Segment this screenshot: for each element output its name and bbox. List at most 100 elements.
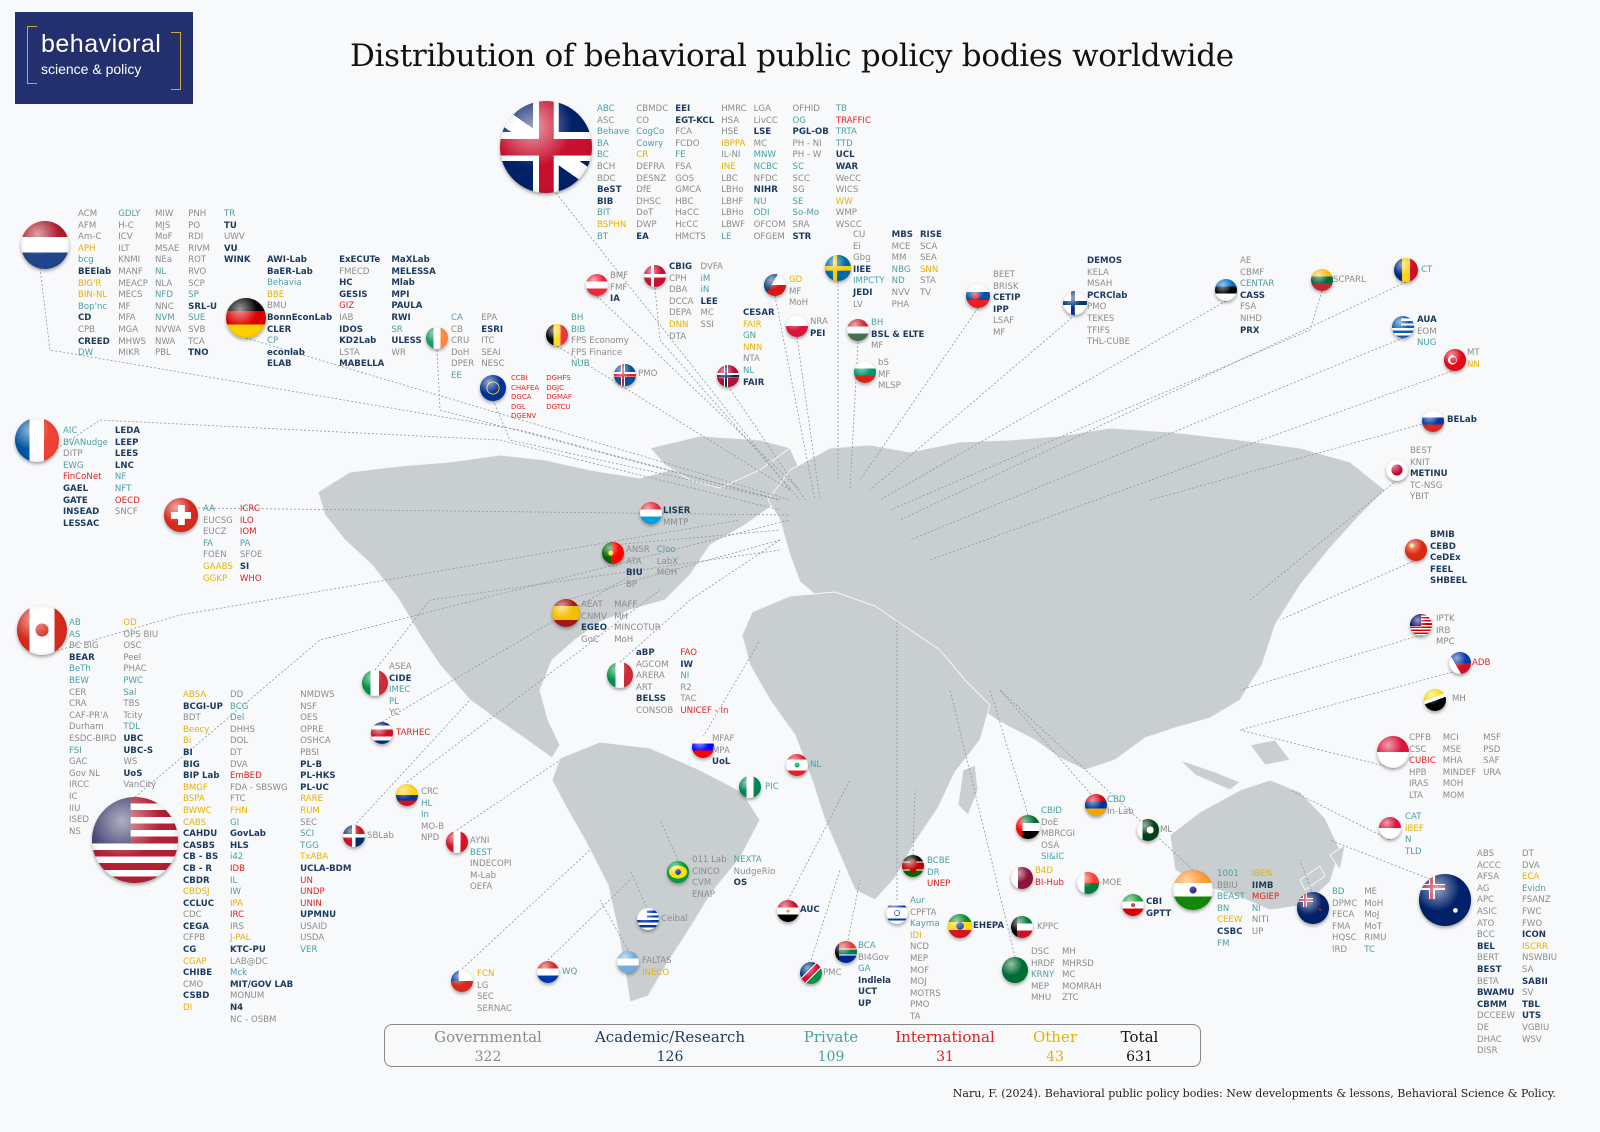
policy-body-label: CDC bbox=[183, 910, 202, 921]
policy-body-label: ADB bbox=[1472, 658, 1491, 668]
policy-body-label: IPA bbox=[229, 898, 243, 909]
policy-body-label: ELAB bbox=[267, 359, 292, 370]
policy-body-label: Kayma bbox=[910, 919, 940, 930]
policy-body-label: EWG bbox=[63, 460, 84, 471]
policy-body-label: PMO bbox=[910, 1000, 930, 1011]
policy-body-label: FALTAS bbox=[642, 956, 672, 966]
policy-body-label: AA bbox=[203, 504, 215, 514]
bodies-list-ca: AB AS BC BIG BEAR BeTh BEW CER CRA CAF-PR'A Durha… bbox=[69, 618, 158, 838]
policy-body-label: NNN bbox=[743, 342, 763, 353]
bodies-list-ir: CBI GPTT bbox=[1146, 897, 1171, 920]
policy-body-label: NCD bbox=[910, 942, 930, 953]
policy-body-label: WMP bbox=[835, 208, 857, 219]
policy-body-label: PL-HKS bbox=[300, 771, 336, 782]
flag-cn-icon bbox=[1405, 539, 1427, 561]
policy-body-label: MIKR bbox=[118, 348, 140, 359]
policy-body-label: ART bbox=[636, 682, 653, 693]
policy-body-label: DCCA bbox=[669, 296, 694, 307]
policy-body-label: BSPA bbox=[183, 794, 205, 805]
policy-body-label: GoC bbox=[581, 634, 599, 645]
policy-body-label: MOH bbox=[656, 568, 678, 579]
policy-body-label: iN bbox=[700, 285, 710, 296]
policy-body-label: R2 bbox=[680, 682, 692, 693]
policy-body-label: GMCA bbox=[675, 185, 702, 196]
flag-pl-icon bbox=[786, 315, 808, 337]
page-title: Distribution of behavioral public policy… bbox=[350, 38, 1234, 74]
policy-body-label: SRA bbox=[792, 219, 810, 230]
policy-body-label: ML bbox=[1160, 825, 1173, 835]
bodies-list-de: AWI-Lab BaER-Lab Behavia BBE BMU BonnEconLab C… bbox=[267, 255, 436, 371]
policy-body-label: BeST bbox=[597, 185, 622, 196]
policy-body-label: NMDWS bbox=[300, 690, 335, 700]
policy-body-label: FMF bbox=[610, 282, 628, 293]
policy-body-label: MOMRAH bbox=[1062, 981, 1102, 992]
policy-body-label: LTA bbox=[1409, 790, 1424, 801]
bodies-list-tr: MT NN bbox=[1467, 348, 1480, 371]
policy-body-label: IRB bbox=[1436, 625, 1451, 636]
policy-body-label: BIP Lab bbox=[183, 771, 220, 782]
bodies-list-lu: LISER MMTP bbox=[663, 506, 690, 529]
policy-body-label: PAULA bbox=[391, 301, 423, 312]
logo-line-1: behavioral bbox=[41, 30, 162, 58]
policy-body-label: MF bbox=[871, 341, 884, 352]
policy-body-label: CFPB bbox=[183, 933, 206, 944]
policy-body-label: LNC bbox=[114, 460, 134, 471]
policy-body-label: UTS bbox=[1521, 1011, 1542, 1022]
policy-body-label: Indlela bbox=[858, 975, 891, 986]
policy-body-label: MSAH bbox=[1087, 279, 1113, 290]
bodies-list-in: 1001 BBIU BEAST BN CEEW CSBC FM IBEN IIMB MGIEP NI… bbox=[1217, 869, 1279, 950]
policy-body-label: SERNAC bbox=[477, 1003, 513, 1014]
bodies-list-ie: CA CB CRU DoH DPER EE EPA ESRI ITC SEAI NESC bbox=[451, 313, 505, 383]
policy-body-label: MHA bbox=[1442, 756, 1463, 767]
bodies-list-my: IPTK IRB MPC bbox=[1436, 614, 1455, 649]
policy-body-label: UNDP bbox=[300, 887, 325, 898]
policy-body-label: MPI bbox=[391, 289, 410, 300]
policy-body-label: SBLab bbox=[367, 831, 394, 841]
policy-body-label: NIHD bbox=[1240, 313, 1263, 324]
policy-body-label: SA bbox=[1521, 964, 1534, 975]
policy-body-label: NS bbox=[69, 826, 81, 837]
policy-body-label: LEE bbox=[700, 296, 718, 307]
policy-body-label: CU bbox=[853, 230, 866, 240]
policy-body-label: YBIT bbox=[1410, 492, 1429, 503]
policy-body-label: In bbox=[421, 810, 429, 821]
policy-body-label: CASS bbox=[1240, 290, 1265, 301]
policy-body-label: OEFA bbox=[470, 882, 493, 893]
flag-it-icon bbox=[607, 662, 633, 688]
policy-body-label: MSF bbox=[1483, 733, 1501, 743]
policy-body-label: BH bbox=[571, 313, 584, 323]
policy-body-label: IC bbox=[69, 791, 78, 802]
policy-body-label: UBC bbox=[123, 733, 144, 744]
bodies-list-kw: KPPC bbox=[1037, 922, 1059, 934]
policy-body-label: PL-B bbox=[300, 759, 323, 770]
policy-body-label: GDLY bbox=[118, 209, 141, 219]
policy-body-label: OSHCA bbox=[300, 736, 331, 747]
policy-body-label: AGCOM bbox=[636, 659, 669, 670]
policy-body-label: BeTh bbox=[69, 664, 91, 675]
bodies-list-ar: FALTAS INECO bbox=[642, 956, 672, 979]
policy-body-label: CPFTA bbox=[910, 907, 937, 918]
policy-body-label: MH bbox=[1062, 947, 1076, 957]
flag-bn-icon bbox=[1424, 689, 1446, 711]
policy-body-label: NU bbox=[753, 196, 767, 207]
policy-body-label: BIT bbox=[597, 208, 611, 219]
bodies-list-hu: BH BSL & ELTE MF bbox=[871, 318, 924, 353]
policy-body-label: PH - W bbox=[792, 150, 822, 161]
policy-body-label: LBHo bbox=[721, 185, 744, 196]
policy-body-label: MJS bbox=[154, 220, 171, 231]
flag-ae-icon bbox=[1016, 815, 1040, 839]
policy-body-label: SAF bbox=[1483, 756, 1500, 767]
policy-body-label: NWA bbox=[154, 336, 176, 347]
policy-body-label: DOL bbox=[229, 736, 249, 747]
legend: Governmental 322 Academic/Research 126 Pri… bbox=[384, 1024, 1201, 1067]
flag-jp-icon bbox=[1386, 459, 1408, 481]
policy-body-label: CBMM bbox=[1477, 999, 1507, 1010]
policy-body-label: LBC bbox=[721, 173, 738, 184]
policy-body-label: Peel bbox=[123, 652, 142, 663]
policy-body-label: FOEN bbox=[203, 550, 227, 561]
policy-body-label: MH bbox=[614, 611, 628, 622]
policy-body-label: PWC bbox=[123, 675, 144, 686]
bodies-list-do: SBLab bbox=[367, 831, 394, 843]
flag-ie-icon bbox=[426, 327, 448, 349]
policy-body-label: BSPHN bbox=[597, 219, 627, 230]
